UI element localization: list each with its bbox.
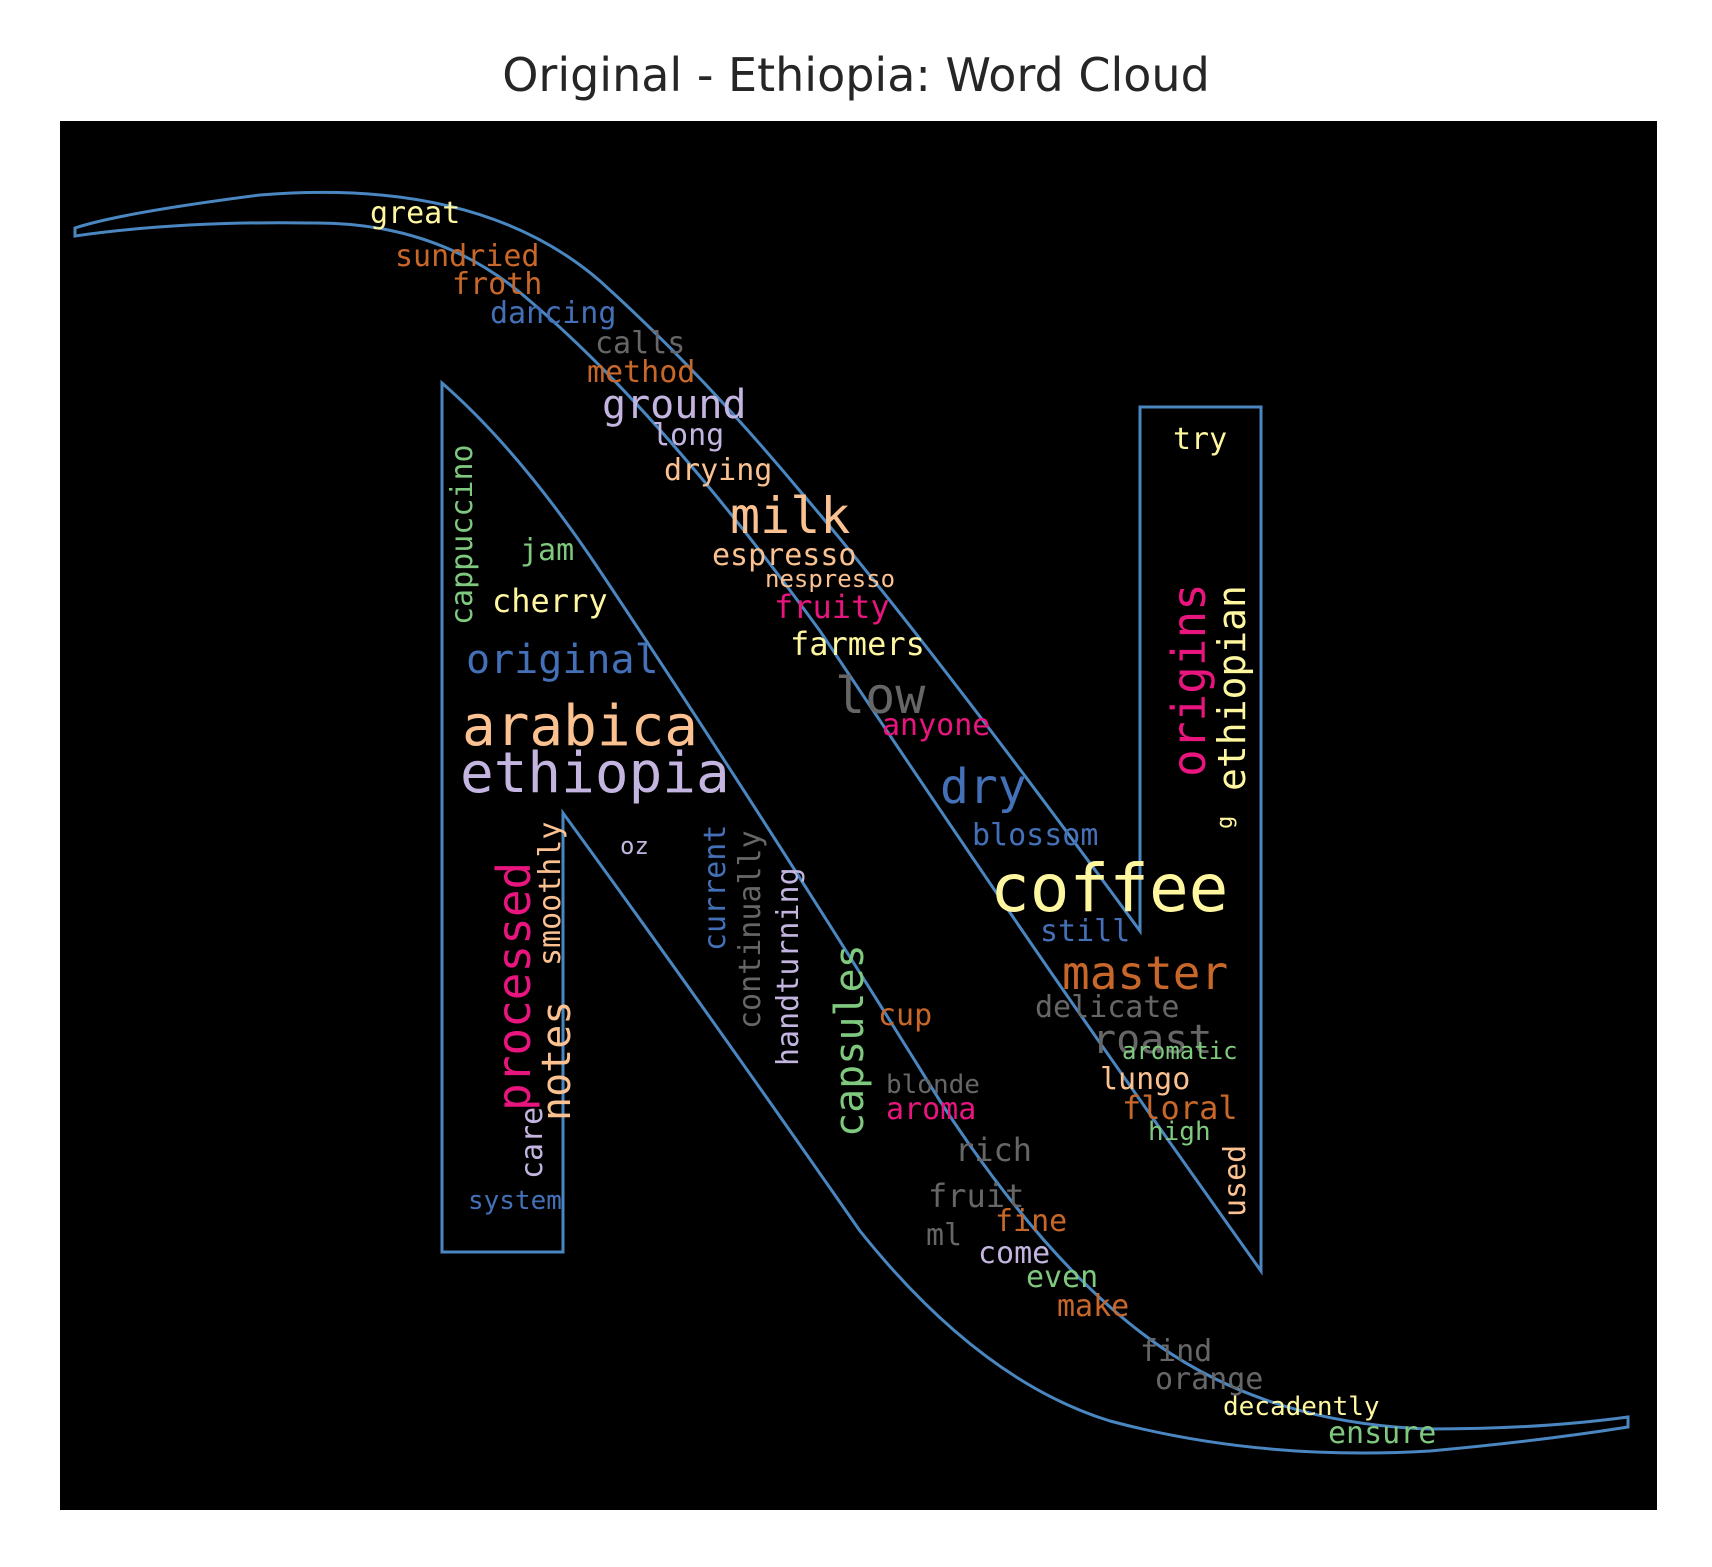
word-current: current [698,825,733,951]
word-floral: floral [1122,1089,1238,1127]
word-ml: ml [926,1218,962,1253]
word-oz: oz [620,832,649,860]
word-original: original [466,637,659,683]
word-used: used [1218,1145,1253,1217]
word-fine: fine [995,1204,1067,1239]
wordcloud-svg: great sundriedfrothdancingcallsmethodgrou… [73,190,1630,1455]
word-cherry: cherry [492,582,608,620]
word-make: make [1057,1289,1129,1324]
word-ethiopia: ethiopia [460,741,730,806]
word-aromatic: aromatic [1122,1037,1238,1065]
wordcloud-canvas: great sundried froth dancing calls method grou… [60,121,1657,1510]
word-low: low [835,667,926,725]
word-decadently: decadently [1223,1392,1380,1422]
word-roast: roast [1092,1017,1212,1063]
word-ground: ground [602,382,747,428]
word-processed: processed [487,862,541,1111]
word-find: find [1140,1334,1212,1369]
word-great: great [370,196,460,231]
word-nespresso: nespresso [765,565,895,593]
word-coffee: coffee [990,850,1228,927]
word-blonde: blonde [886,1070,980,1100]
word-method: method [587,355,695,390]
word-fruity: fruity [774,588,890,626]
word-try: try [1173,422,1227,457]
word-orange: orange [1155,1362,1263,1397]
word-milk: milk [730,487,850,545]
mask-outline-top [73,190,1263,1276]
n-logo-mask-outline [73,190,1630,1455]
word-system: system [468,1186,562,1216]
word-care: care [515,1107,550,1179]
mask-outline-bottom [440,379,1630,1455]
word-sundried: sundried [395,239,540,274]
word-high: high [1148,1117,1211,1147]
word-master: master [1062,946,1228,1000]
word-arabica: arabica [462,694,698,759]
word-still: still [1040,914,1130,949]
word-ensure: ensure [1328,1416,1436,1451]
word-smoothly: smoothly [533,822,568,967]
word-capsules: capsules [827,944,873,1137]
word-notes: notes [534,1001,580,1121]
word-even: even [1026,1260,1098,1295]
word-anyone: anyone [882,708,990,743]
word-fruit: fruit [928,1177,1024,1215]
word-handturning: handturning [771,867,806,1066]
word-continually: continually [733,830,768,1029]
word-lungo: lungo [1100,1062,1190,1097]
word-g: g [1213,816,1238,829]
word-come: come [978,1236,1050,1271]
word-rich: rich [955,1131,1032,1169]
word-cappuccino: cappuccino [445,444,480,625]
word-long: long [652,418,724,453]
word-calls: calls [595,326,685,361]
word-delicate: delicate [1035,990,1180,1025]
word-espresso: espresso [712,538,857,573]
wordcloud-words: great sundriedfrothdancingcallsmethodgrou… [370,196,1436,1451]
word-drying: drying [664,453,772,488]
word-dancing: dancing [490,296,616,331]
word-froth: froth [452,267,542,302]
word-blossom: blossom [972,818,1098,853]
word-jam: jam [520,533,574,568]
word-aroma: aroma [886,1092,976,1127]
word-cup: cup [878,998,932,1033]
word-ethiopian: ethiopian [1210,585,1254,791]
chart-title: Original - Ethiopia: Word Cloud [502,48,1210,102]
word-origins: origins [1162,583,1216,777]
word-farmers: farmers [790,625,925,663]
word-dry: dry [940,759,1027,815]
